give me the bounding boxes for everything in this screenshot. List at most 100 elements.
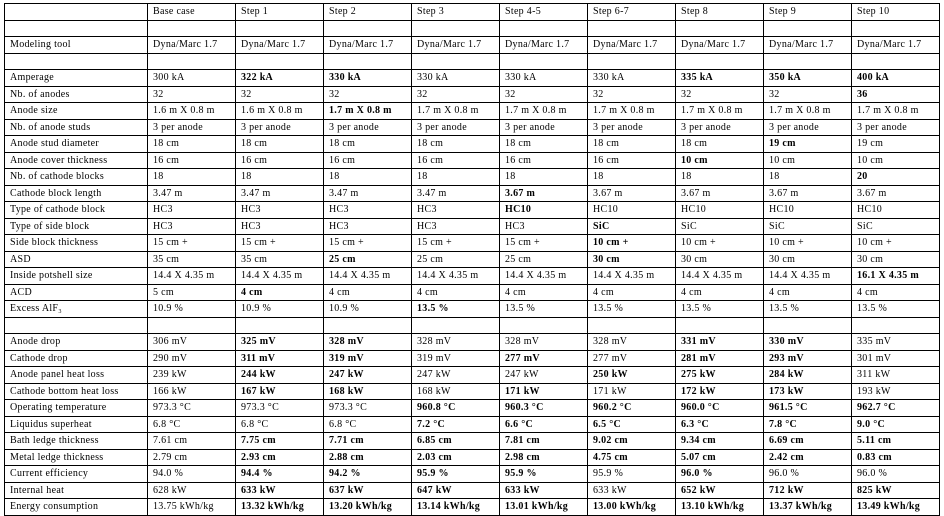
table-cell: 14.4 X 4.35 m xyxy=(323,267,412,285)
table-cell: 239 kW xyxy=(147,366,236,384)
table-cell: 94.4 % xyxy=(235,465,324,483)
table-cell: 32 xyxy=(763,85,852,103)
table-cell: 18 cm xyxy=(675,135,764,153)
table-row: Operating temperature 973.3 °C 973.3 °C 973… xyxy=(4,399,940,417)
table-cell: HC3 xyxy=(323,201,412,219)
table-cell xyxy=(147,52,236,70)
table-cell: 3.67 m xyxy=(499,184,588,202)
table-cell: 3 per anode xyxy=(147,118,236,136)
table-cell: 284 kW xyxy=(763,366,852,384)
table-cell xyxy=(587,19,676,37)
table-cell: 7.71 cm xyxy=(323,432,412,450)
table-cell: 95.9 % xyxy=(411,465,500,483)
table-cell: 7.61 cm xyxy=(147,432,236,450)
table-cell xyxy=(323,52,412,70)
table-cell: 32 xyxy=(235,85,324,103)
table-cell: 5 cm xyxy=(147,283,236,301)
table-cell: 95.9 % xyxy=(587,465,676,483)
table-cell: 13.49 kWh/kg xyxy=(851,498,940,516)
row-label: Type of side block xyxy=(4,217,148,235)
table-cell: 330 kA xyxy=(411,69,500,87)
table-cell xyxy=(587,52,676,70)
table-cell: 1.7 m X 0.8 m xyxy=(587,102,676,120)
table-row: Excess AlF₃ 10.9 % 10.9 % 10.9 % 13.5 % 13.5 … xyxy=(4,300,940,318)
table-cell: 1.6 m X 0.8 m xyxy=(147,102,236,120)
table-cell: 18 cm xyxy=(147,135,236,153)
table-cell: 960.3 °C xyxy=(499,399,588,417)
table-cell: 3 per anode xyxy=(323,118,412,136)
table-cell: 250 kW xyxy=(587,366,676,384)
table-cell: 30 cm xyxy=(675,250,764,268)
table-cell: 0.83 cm xyxy=(851,448,940,466)
header-corner xyxy=(4,3,148,21)
table-cell: 277 mV xyxy=(499,349,588,367)
column-header: Step 6-7 xyxy=(587,3,676,21)
table-cell: 36 xyxy=(851,85,940,103)
table-cell: 18 xyxy=(499,168,588,186)
row-label: Side block thickness xyxy=(4,234,148,252)
table-cell: 10 cm xyxy=(851,151,940,169)
table-cell: 10 cm xyxy=(763,151,852,169)
table-cell: 2.93 cm xyxy=(235,448,324,466)
table-row: Cathode block length 3.47 m 3.47 m 3.47 m 3.… xyxy=(4,184,940,202)
table-cell: 3 per anode xyxy=(587,118,676,136)
table-cell xyxy=(851,316,940,334)
row-label: Anode stud diameter xyxy=(4,135,148,153)
table-cell: 166 kW xyxy=(147,382,236,400)
table-cell: 13.5 % xyxy=(851,300,940,318)
table-cell xyxy=(587,316,676,334)
table-cell: 244 kW xyxy=(235,366,324,384)
table-cell: 193 kW xyxy=(851,382,940,400)
table-cell: 32 xyxy=(323,85,412,103)
table-cell: 5.07 cm xyxy=(675,448,764,466)
table-cell: 328 mV xyxy=(499,333,588,351)
table-cell: 7.8 °C xyxy=(763,415,852,433)
table-cell: 16 cm xyxy=(411,151,500,169)
table-row: Anode drop 306 mV 325 mV 328 mV 328 mV 328 mV… xyxy=(4,333,940,351)
table-cell: 3 per anode xyxy=(235,118,324,136)
table-cell: HC3 xyxy=(147,217,236,235)
table-cell: 275 kW xyxy=(675,366,764,384)
table-row: Cathode bottom heat loss 166 kW 167 kW 168 … xyxy=(4,382,940,400)
table-cell: 328 mV xyxy=(587,333,676,351)
table-cell: 960.8 °C xyxy=(411,399,500,417)
table-row: ASD 35 cm 35 cm 25 cm 25 cm 25 cm 30 cm 30 cm 30… xyxy=(4,250,940,268)
table-cell: 335 mV xyxy=(851,333,940,351)
row-label: Cathode block length xyxy=(4,184,148,202)
row-label: Nb. of anodes xyxy=(4,85,148,103)
table-cell: 94.2 % xyxy=(323,465,412,483)
row-label: Inside potshell size xyxy=(4,267,148,285)
table-cell: 32 xyxy=(147,85,236,103)
table-row: Metal ledge thickness 2.79 cm 2.93 cm 2.88 … xyxy=(4,448,940,466)
table-cell xyxy=(411,316,500,334)
table-cell xyxy=(411,52,500,70)
table-cell: 633 kW xyxy=(235,481,324,499)
table-cell: 6.5 °C xyxy=(587,415,676,433)
table-cell: HC3 xyxy=(235,201,324,219)
table-cell: 15 cm + xyxy=(235,234,324,252)
table-cell: Dyna/Marc 1.7 xyxy=(587,36,676,54)
table-cell: 6.8 °C xyxy=(147,415,236,433)
table-cell xyxy=(851,19,940,37)
table-cell: 6.69 cm xyxy=(763,432,852,450)
table-cell: 330 mV xyxy=(763,333,852,351)
table-cell: 9.02 cm xyxy=(587,432,676,450)
table-cell: 10 cm + xyxy=(587,234,676,252)
table-cell: HC3 xyxy=(147,201,236,219)
table-cell: 94.0 % xyxy=(147,465,236,483)
row-label: Metal ledge thickness xyxy=(4,448,148,466)
table-cell: 10 cm xyxy=(675,151,764,169)
row-label: Cathode drop xyxy=(4,349,148,367)
row-label: Operating temperature xyxy=(4,399,148,417)
table-cell: 32 xyxy=(675,85,764,103)
table-cell: HC10 xyxy=(851,201,940,219)
table-cell: 322 kA xyxy=(235,69,324,87)
table-cell: 2.88 cm xyxy=(323,448,412,466)
table-cell: 171 kW xyxy=(587,382,676,400)
table-cell: 973.3 °C xyxy=(323,399,412,417)
table-cell: 4 cm xyxy=(851,283,940,301)
table-row: Nb. of cathode blocks 18 18 18 18 18 18 18 18 20 xyxy=(4,168,940,186)
table-cell: 16 cm xyxy=(147,151,236,169)
table-cell: 6.6 °C xyxy=(499,415,588,433)
table-cell: 16 cm xyxy=(235,151,324,169)
